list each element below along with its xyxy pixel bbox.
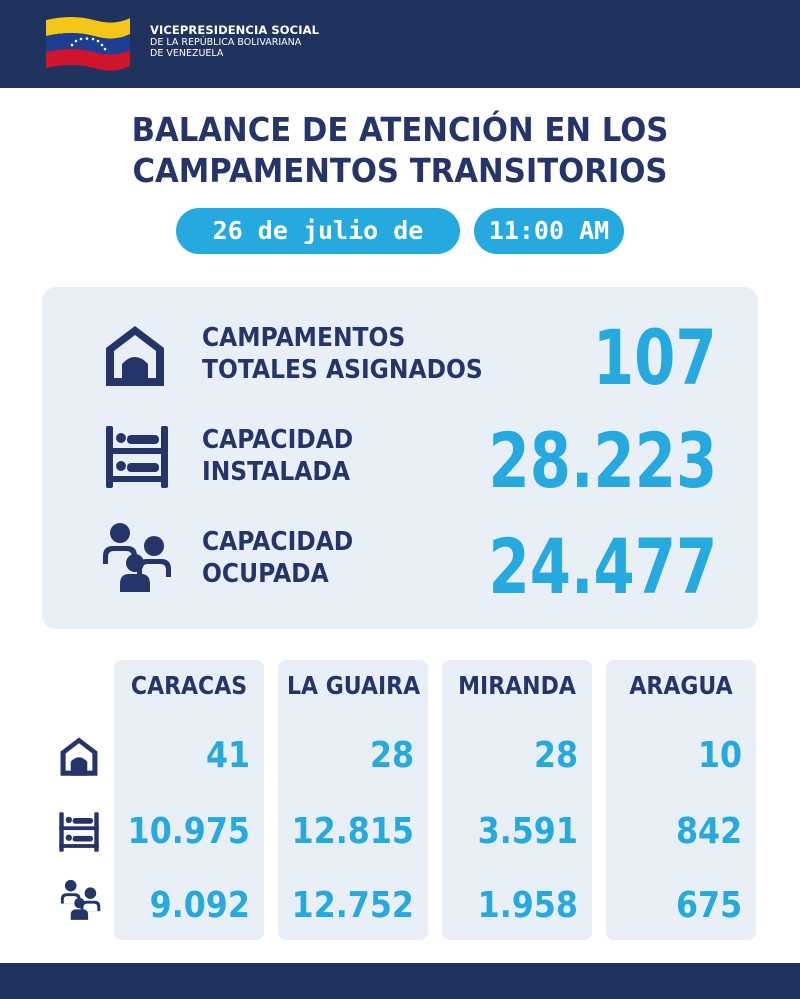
region-name: LA GUAIRA [287,671,421,700]
region-installed-value: 3.591 [477,811,578,852]
region-column-aragua: ARAGUA 10 842 675 [606,660,756,940]
time-badge: 11:00 AM [474,208,624,254]
title-line-1: BALANCE DE ATENCIÓN EN LOS [131,110,669,149]
region-camps-value: 28 [533,735,578,776]
region-column-miranda: MIRANDA 28 3.591 1.958 [442,660,592,940]
camps-total-value: 107 [593,313,717,402]
region-name: ARAGUA [629,671,733,700]
date-badge: 26 de julio de 2026 [176,208,460,291]
header-bar: VICEPRESIDENCIA SOCIAL DE LA REPÚBLICA B… [0,0,800,88]
region-occupied-value: 675 [675,885,742,926]
occupied-capacity-value: 24.477 [488,522,717,611]
installed-capacity-label: CAPACIDAD INSTALADA [202,425,354,487]
region-occupied-value: 12.752 [291,885,414,926]
occupied-capacity-label: CAPACIDAD OCUPADA [202,527,354,589]
region-installed-value: 12.815 [291,811,414,852]
region-installed-value: 10.975 [127,811,250,852]
region-occupied-value: 1.958 [477,885,578,926]
bunk-bed-icon [59,812,99,852]
region-name: MIRANDA [458,671,576,700]
house-icon [60,737,98,776]
people-icon [60,879,101,920]
region-installed-value: 842 [675,811,742,852]
region-column-la-guaira: LA GUAIRA 28 12.815 12.752 [278,660,428,940]
organization-name: VICEPRESIDENCIA SOCIAL DE LA REPÚBLICA B… [150,23,320,60]
venezuela-flag-icon [46,17,130,71]
camps-total-label: CAMPAMENTOS TOTALES ASIGNADOS [202,323,483,385]
installed-capacity-value: 28.223 [488,416,717,505]
page-title: BALANCE DE ATENCIÓN EN LOS CAMPAMENTOS T… [28,109,772,191]
region-name: CARACAS [130,671,248,700]
org-line-2: DE LA REPÚBLICA BOLIVARIANA [150,37,302,48]
region-occupied-value: 9.092 [149,885,250,926]
footer-bar [0,963,800,999]
org-line-1: VICEPRESIDENCIA SOCIAL [150,23,320,37]
region-column-caracas: CARACAS 41 10.975 9.092 [114,660,264,940]
title-line-2: CAMPAMENTOS TRANSITORIOS [132,151,668,190]
people-icon [103,523,171,592]
region-camps-value: 28 [369,735,414,776]
house-icon [106,326,164,386]
bunk-bed-icon [106,426,168,488]
region-camps-value: 41 [205,735,250,776]
region-camps-value: 10 [697,735,742,776]
org-line-3: DE VENEZUELA [150,48,224,59]
